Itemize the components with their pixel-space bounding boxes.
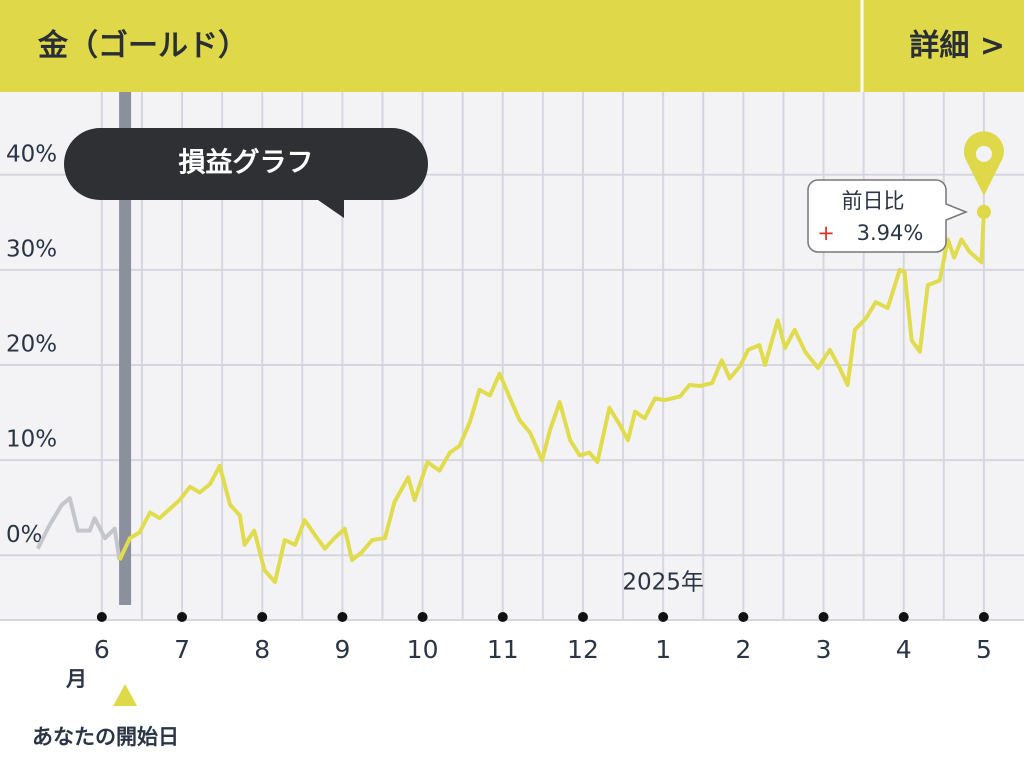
x-tick-label: 10 (407, 635, 439, 664)
callout-value: 3.94% (857, 221, 924, 245)
y-tick-label: 40% (6, 141, 57, 167)
x-tick-dot (658, 612, 669, 622)
x-tick-label: 6 (94, 635, 110, 664)
pin (963, 131, 1004, 196)
start-triangle (113, 684, 138, 706)
series-line (117, 211, 986, 584)
detail-link[interactable]: 詳細 > (909, 29, 1005, 64)
x-tick-dot (337, 612, 348, 622)
start-label: あなたの開始日 (32, 725, 179, 749)
x-tick-dot (978, 612, 989, 622)
x-tick-label: 1 (655, 635, 671, 664)
x-tick-dot (257, 612, 268, 622)
x-tick-dot (577, 612, 588, 622)
x-tick-label: 9 (334, 635, 350, 664)
tooltip-box (64, 128, 428, 218)
x-tick-dot (497, 612, 508, 622)
y-tick-label: 20% (6, 332, 57, 358)
x-tick-dot (898, 612, 909, 622)
x-tick-dot (417, 612, 428, 622)
y-tick-label: 30% (6, 236, 57, 262)
x-tick-label: 5 (976, 635, 992, 664)
x-tick-label: 12 (567, 635, 599, 664)
callout-label: 前日比 (842, 189, 905, 213)
y-tick-label: 10% (6, 427, 57, 453)
x-tick-label: 8 (254, 635, 270, 664)
callout-sign: + (817, 221, 835, 245)
callout-box (807, 179, 969, 253)
header-bar (0, 0, 1024, 92)
header-title: 金（ゴールド） (37, 29, 248, 64)
x-tick-label: 11 (487, 635, 519, 664)
series-line (35, 496, 122, 561)
x-tick-dot (818, 612, 829, 622)
x-tick-label: 4 (896, 635, 912, 664)
x-tick-dot (738, 612, 749, 622)
pin-hole (975, 145, 992, 162)
x-tick-dot (96, 612, 107, 622)
x-tick-label: 2 (735, 635, 751, 664)
y-tick-label: 0% (6, 522, 43, 548)
x-tick-label: 7 (174, 635, 190, 664)
start-line (119, 92, 132, 605)
x-tick-label: 3 (816, 635, 832, 664)
x-tick-dot (177, 612, 188, 622)
month-unit: 月 (65, 667, 87, 691)
end-point (976, 204, 991, 219)
year-label: 2025年 (622, 570, 704, 596)
tooltip-text: 損益グラフ (179, 147, 314, 179)
